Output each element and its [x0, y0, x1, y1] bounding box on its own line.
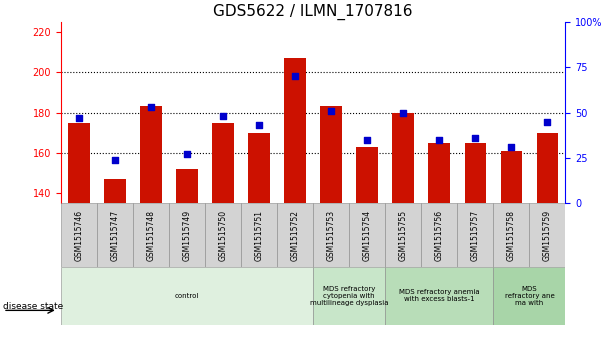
Bar [205, 203, 241, 267]
Bar [313, 267, 385, 325]
Point [290, 73, 300, 79]
Bar [457, 203, 493, 267]
Text: GSM1515756: GSM1515756 [435, 209, 444, 261]
Bar [493, 203, 530, 267]
Bar [392, 113, 414, 203]
Bar [68, 123, 89, 203]
Text: GSM1515758: GSM1515758 [507, 209, 516, 261]
Bar [429, 143, 450, 203]
Text: GSM1515748: GSM1515748 [147, 209, 156, 261]
Point [254, 122, 264, 128]
Bar [356, 147, 378, 203]
Text: disease state: disease state [3, 302, 63, 311]
Bar [140, 106, 162, 203]
Text: GSM1515753: GSM1515753 [326, 209, 336, 261]
Title: GDS5622 / ILMN_1707816: GDS5622 / ILMN_1707816 [213, 4, 413, 20]
Bar [500, 151, 522, 203]
Text: MDS
refractory ane
ma with: MDS refractory ane ma with [505, 286, 554, 306]
Bar [61, 267, 313, 325]
Bar [349, 203, 385, 267]
Point [398, 110, 408, 115]
Bar [313, 203, 349, 267]
Text: GSM1515752: GSM1515752 [291, 209, 300, 261]
Text: GSM1515754: GSM1515754 [363, 209, 371, 261]
Bar [385, 203, 421, 267]
Bar [385, 267, 493, 325]
Text: GSM1515755: GSM1515755 [399, 209, 408, 261]
Bar [176, 169, 198, 203]
Text: GSM1515747: GSM1515747 [111, 209, 119, 261]
Point [471, 135, 480, 141]
Text: GSM1515749: GSM1515749 [182, 209, 192, 261]
Text: GSM1515757: GSM1515757 [471, 209, 480, 261]
Bar [169, 203, 205, 267]
Bar [248, 133, 270, 203]
Bar [61, 203, 97, 267]
Bar [493, 267, 565, 325]
Bar [320, 106, 342, 203]
Point [146, 104, 156, 110]
Point [506, 144, 516, 150]
Bar [277, 203, 313, 267]
Bar [241, 203, 277, 267]
Text: MDS refractory
cytopenia with
multilineage dysplasia: MDS refractory cytopenia with multilinea… [310, 286, 389, 306]
Bar [104, 179, 126, 203]
Point [218, 113, 228, 119]
Point [74, 115, 84, 121]
Text: GSM1515750: GSM1515750 [218, 209, 227, 261]
Bar [537, 133, 558, 203]
Bar [530, 203, 565, 267]
Point [182, 151, 192, 157]
Text: GSM1515746: GSM1515746 [74, 209, 83, 261]
Bar [133, 203, 169, 267]
Bar [465, 143, 486, 203]
Point [362, 137, 372, 143]
Text: GSM1515759: GSM1515759 [543, 209, 552, 261]
Text: MDS refractory anemia
with excess blasts-1: MDS refractory anemia with excess blasts… [399, 289, 480, 302]
Bar [97, 203, 133, 267]
Bar [212, 123, 234, 203]
Point [542, 119, 552, 125]
Bar [421, 203, 457, 267]
Point [326, 108, 336, 114]
Bar [285, 58, 306, 203]
Point [110, 157, 120, 163]
Point [434, 137, 444, 143]
Text: control: control [174, 293, 199, 299]
Text: GSM1515751: GSM1515751 [255, 209, 263, 261]
